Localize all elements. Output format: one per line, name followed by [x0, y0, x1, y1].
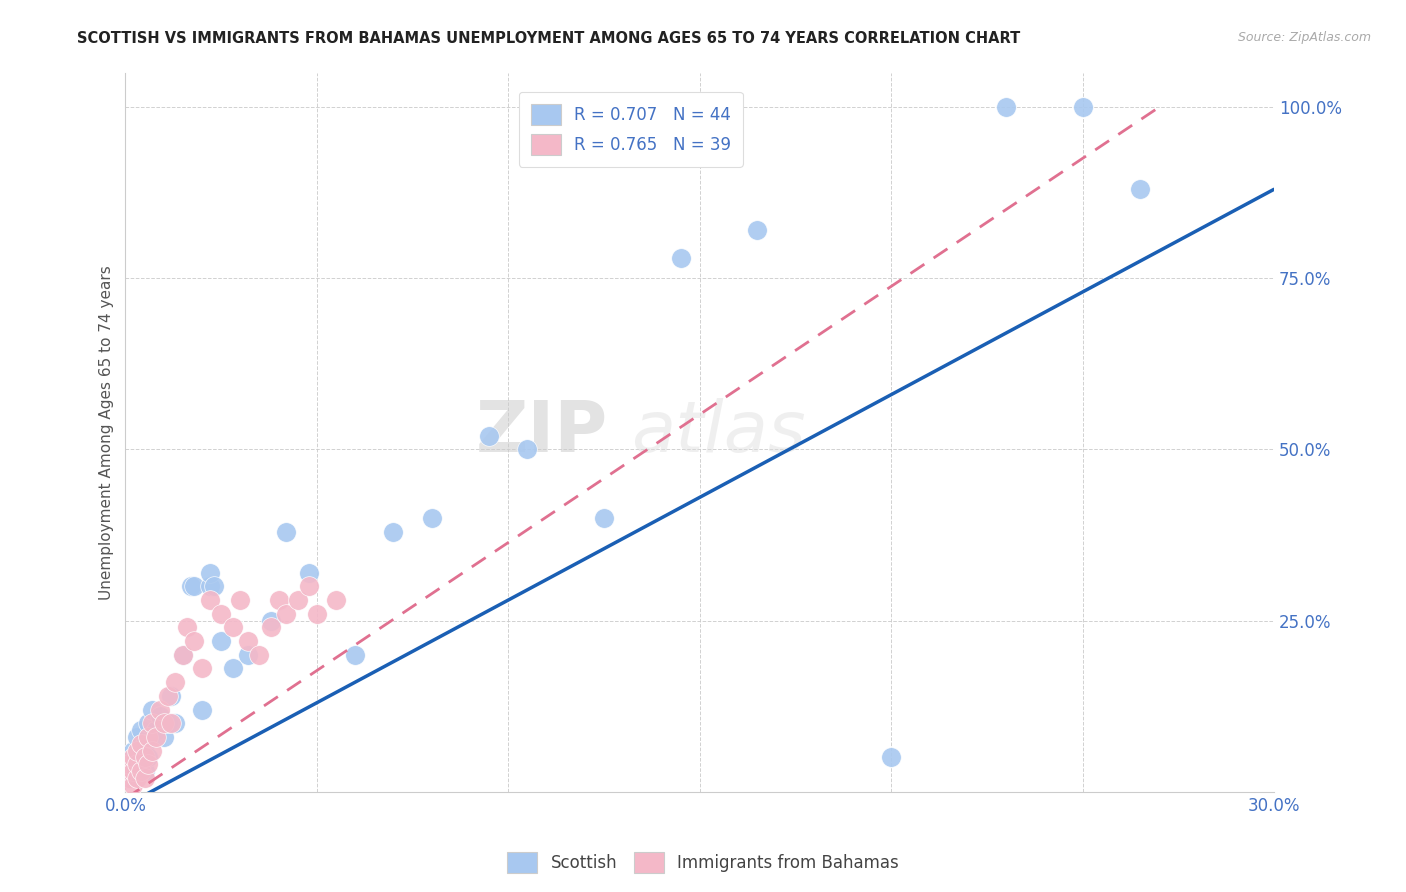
Point [118, 771, 141, 785]
Point [236, 634, 259, 648]
Point [183, 634, 205, 648]
Point [229, 593, 252, 607]
Point [344, 648, 367, 662]
Point [669, 251, 692, 265]
Point [305, 607, 328, 621]
Point [122, 778, 145, 792]
Point [176, 620, 198, 634]
Text: atlas: atlas [631, 398, 806, 467]
Point [198, 566, 221, 580]
Point [172, 648, 194, 662]
Point [276, 607, 298, 621]
Y-axis label: Unemployment Among Ages 65 to 74 years: Unemployment Among Ages 65 to 74 years [100, 265, 114, 599]
Point [994, 100, 1017, 114]
Point [138, 750, 160, 764]
Point [138, 730, 160, 744]
Point [382, 524, 405, 539]
Point [249, 648, 271, 662]
Point [160, 716, 183, 731]
Point [1071, 100, 1094, 114]
Point [149, 709, 172, 723]
Point [138, 757, 160, 772]
Point [198, 593, 221, 607]
Point [129, 757, 152, 772]
Point [276, 524, 298, 539]
Point [125, 730, 148, 744]
Point [209, 634, 232, 648]
Point [172, 648, 194, 662]
Point [165, 675, 187, 690]
Point [145, 730, 167, 744]
Point [209, 607, 232, 621]
Point [122, 750, 145, 764]
Point [260, 620, 283, 634]
Point [267, 593, 290, 607]
Point [152, 730, 174, 744]
Point [125, 771, 148, 785]
Point [125, 744, 148, 758]
Point [202, 579, 225, 593]
Point [191, 702, 214, 716]
Point [122, 764, 145, 779]
Point [118, 757, 141, 772]
Point [745, 223, 768, 237]
Point [191, 661, 214, 675]
Point [118, 771, 141, 785]
Point [516, 442, 538, 457]
Point [298, 579, 321, 593]
Point [134, 750, 156, 764]
Point [165, 716, 187, 731]
Point [593, 511, 616, 525]
Point [129, 723, 152, 737]
Point [149, 702, 172, 716]
Point [260, 614, 283, 628]
Point [141, 702, 163, 716]
Point [287, 593, 309, 607]
Text: Source: ZipAtlas.com: Source: ZipAtlas.com [1237, 31, 1371, 45]
Point [478, 429, 501, 443]
Point [298, 566, 321, 580]
Point [122, 744, 145, 758]
Point [160, 689, 183, 703]
Point [134, 771, 156, 785]
Point [880, 750, 903, 764]
Text: ZIP: ZIP [475, 398, 607, 467]
Point [122, 764, 145, 779]
Point [221, 620, 243, 634]
Point [134, 737, 156, 751]
Point [156, 689, 179, 703]
Legend: R = 0.707   N = 44, R = 0.765   N = 39: R = 0.707 N = 44, R = 0.765 N = 39 [519, 92, 742, 167]
Point [152, 716, 174, 731]
Point [129, 737, 152, 751]
Point [118, 757, 141, 772]
Point [221, 661, 243, 675]
Point [129, 764, 152, 779]
Point [125, 757, 148, 772]
Point [236, 648, 259, 662]
Point [1129, 182, 1152, 196]
Text: SCOTTISH VS IMMIGRANTS FROM BAHAMAS UNEMPLOYMENT AMONG AGES 65 TO 74 YEARS CORRE: SCOTTISH VS IMMIGRANTS FROM BAHAMAS UNEM… [77, 31, 1021, 46]
Point [134, 764, 156, 779]
Point [325, 593, 347, 607]
Point [180, 579, 202, 593]
Point [198, 579, 221, 593]
Legend: Scottish, Immigrants from Bahamas: Scottish, Immigrants from Bahamas [501, 846, 905, 880]
Point [420, 511, 443, 525]
Point [141, 716, 163, 731]
Point [183, 579, 205, 593]
Point [145, 723, 167, 737]
Point [141, 744, 163, 758]
Point [125, 750, 148, 764]
Point [138, 716, 160, 731]
Point [156, 716, 179, 731]
